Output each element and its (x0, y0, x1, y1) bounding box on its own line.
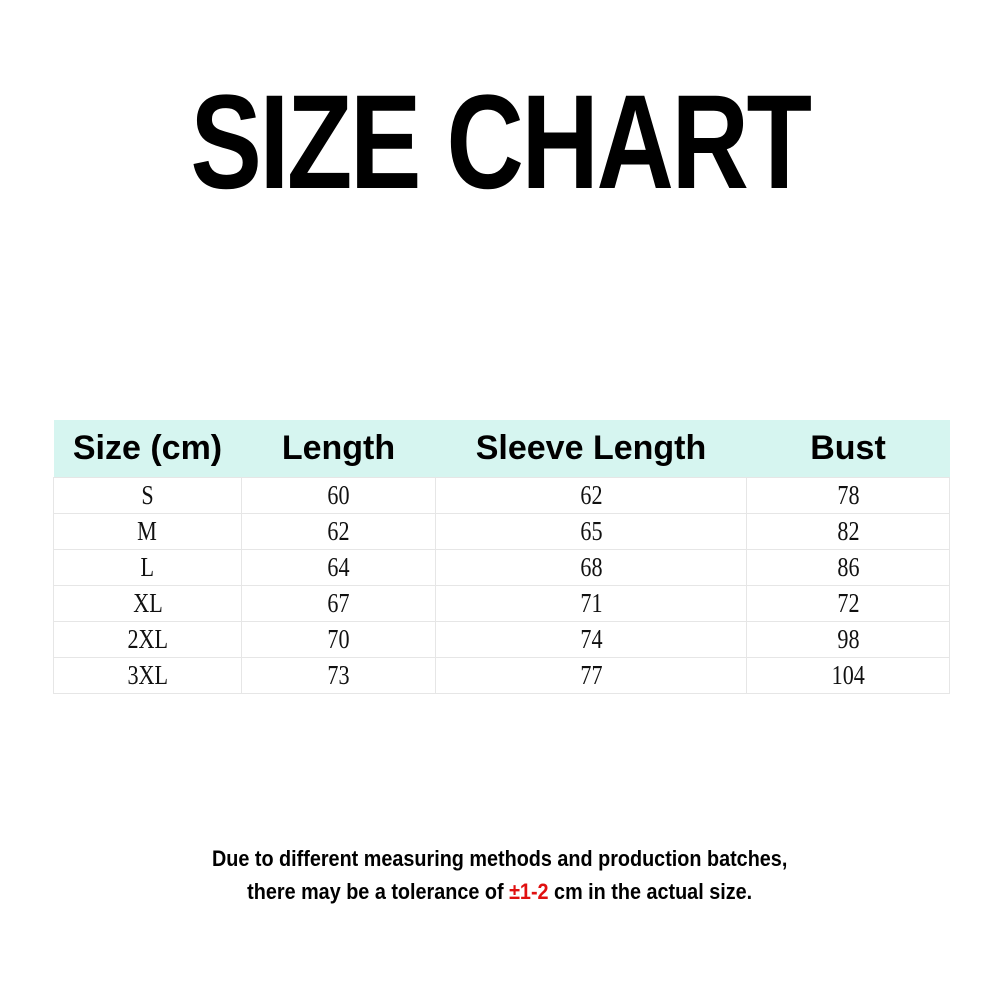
size-table: Size (cm) Length Sleeve Length Bust S 60 6… (53, 420, 950, 694)
cell-value: XL (132, 588, 163, 618)
cell-size: M (53, 513, 242, 550)
cell-length: 73 (241, 657, 436, 694)
table-row: L 64 68 86 (53, 549, 950, 586)
cell-bust: 78 (746, 477, 950, 514)
cell-size: S (53, 477, 242, 514)
cell-value: 62 (327, 516, 350, 546)
note-line-2-after: cm in the actual size. (548, 879, 753, 904)
tolerance-note: Due to different measuring methods and p… (0, 842, 1000, 908)
cell-value: 98 (836, 624, 860, 654)
cell-length: 67 (241, 585, 436, 622)
note-line-1: Due to different measuring methods and p… (212, 846, 788, 871)
cell-value: 72 (836, 588, 860, 618)
cell-value: 62 (579, 480, 603, 510)
tolerance-highlight: ±1-2 (509, 879, 549, 904)
header-bust: Bust (746, 420, 950, 478)
cell-sleeve-length: 77 (435, 657, 747, 694)
cell-size: XL (53, 585, 242, 622)
cell-length: 60 (241, 477, 436, 514)
cell-bust: 86 (746, 549, 950, 586)
cell-size: 2XL (53, 621, 242, 658)
table-row: S 60 62 78 (53, 477, 950, 514)
cell-size: L (53, 549, 242, 586)
table-row: 3XL 73 77 104 (53, 657, 950, 694)
cell-value: L (140, 552, 155, 582)
cell-value: 70 (327, 624, 350, 654)
cell-length: 70 (241, 621, 436, 658)
cell-value: 71 (579, 588, 603, 618)
page-title: SIZE CHART (0, 68, 1000, 218)
cell-value: 82 (836, 516, 860, 546)
table-header-row: Size (cm) Length Sleeve Length Bust (53, 420, 950, 478)
cell-sleeve-length: 62 (435, 477, 747, 514)
cell-value: 73 (327, 660, 350, 690)
table-row: XL 67 71 72 (53, 585, 950, 622)
cell-length: 62 (241, 513, 436, 550)
cell-value: 3XL (127, 660, 168, 690)
cell-value: 65 (579, 516, 603, 546)
title-text: SIZE CHART (190, 68, 812, 217)
cell-value: 60 (327, 480, 350, 510)
cell-value: 67 (327, 588, 350, 618)
cell-sleeve-length: 68 (435, 549, 747, 586)
note-line-2-before: there may be a tolerance of (247, 879, 510, 904)
cell-bust: 82 (746, 513, 950, 550)
header-sleeve-length: Sleeve Length (435, 420, 747, 478)
cell-bust: 72 (746, 585, 950, 622)
cell-value: 68 (579, 552, 603, 582)
cell-sleeve-length: 71 (435, 585, 747, 622)
cell-length: 64 (241, 549, 436, 586)
cell-sleeve-length: 74 (435, 621, 747, 658)
header-length: Length (241, 420, 436, 478)
cell-value: 64 (327, 552, 350, 582)
cell-value: 86 (836, 552, 860, 582)
cell-size: 3XL (53, 657, 242, 694)
cell-bust: 98 (746, 621, 950, 658)
table-row: M 62 65 82 (53, 513, 950, 550)
cell-value: 104 (831, 660, 865, 690)
table-row: 2XL 70 74 98 (53, 621, 950, 658)
cell-sleeve-length: 65 (435, 513, 747, 550)
cell-value: 2XL (127, 624, 168, 654)
cell-value: 78 (836, 480, 860, 510)
cell-value: 74 (579, 624, 603, 654)
cell-value: 77 (579, 660, 603, 690)
header-size: Size (cm) (53, 420, 242, 478)
cell-value: S (141, 480, 154, 510)
cell-value: M (137, 516, 158, 546)
cell-bust: 104 (746, 657, 950, 694)
